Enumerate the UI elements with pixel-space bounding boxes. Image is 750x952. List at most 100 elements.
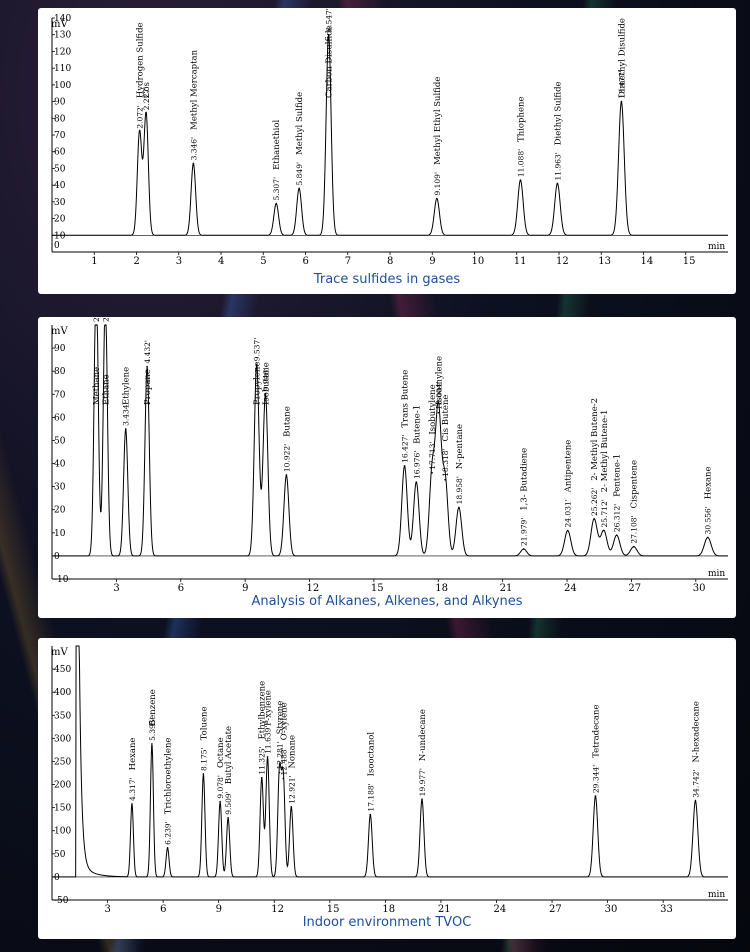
y-tick-label: 100	[54, 81, 71, 91]
x-tick-label: 24	[493, 904, 506, 914]
peak-rt-label: 4.432'	[143, 340, 152, 364]
y-unit-label: mV	[51, 647, 68, 658]
peak-rt-label: 5.307'	[272, 177, 281, 201]
peak-apex	[522, 548, 525, 550]
peak-name-label: Trichloroethylene	[164, 738, 174, 815]
y-tick-label: 60	[54, 148, 66, 158]
x-tick-label: 10	[472, 256, 485, 267]
x-tick-label: 12	[556, 256, 569, 267]
y-tick-label: 350	[54, 711, 71, 721]
y-tick-label: 60	[54, 413, 66, 423]
peak-name-label: Hexane	[704, 466, 714, 499]
x-tick-label: 9	[242, 583, 248, 593]
peak-rt-label: 11.639'	[264, 726, 273, 754]
peak-apex	[593, 518, 595, 520]
peak-apex	[594, 795, 597, 797]
peak-name-label: Ethanethiol	[272, 120, 282, 170]
x-tick-label: 27	[628, 583, 641, 593]
peak-name-label: 2- Methyl Butene-2	[590, 398, 600, 481]
peak-rt-label: 17.188'	[366, 783, 375, 811]
peak-name-label: Isooctanol	[366, 732, 376, 777]
peak-name-label: Tetradecane	[591, 705, 601, 758]
y-tick-label: 100	[54, 827, 71, 837]
peak-name-label: Pentene-1	[613, 454, 623, 497]
peak-rt-label: 9.078'	[216, 775, 225, 799]
peak-name-label: 2- Methyl Butene-1	[600, 410, 610, 493]
peak-rt-label: 2.059'	[92, 317, 101, 322]
peak-rt-label: 5.395'	[148, 717, 157, 741]
peak-name-label: Thiophene	[516, 96, 526, 141]
y-tick-label: -10	[54, 575, 69, 585]
peak-name-label: N-undecane	[418, 709, 428, 761]
peak-name-label: O-xylene	[279, 702, 289, 740]
y-tick-label: 10	[54, 529, 66, 539]
y-tick-label: 300	[54, 734, 71, 744]
peak-apex	[151, 743, 153, 745]
peak-apex	[706, 536, 709, 539]
y-tick-label: 450	[54, 665, 71, 675]
y-tick-label: 200	[54, 781, 71, 791]
y-tick-label: 0	[54, 552, 60, 562]
peak-name-label: Octane	[216, 737, 226, 768]
peak-rt-label: 9.537'	[253, 338, 262, 362]
y-tick-label: 0	[54, 241, 60, 251]
x-tick-label: 3	[176, 256, 182, 267]
peak-apex	[131, 803, 133, 805]
y-tick-label: 110	[54, 64, 71, 74]
y-tick-label: 50	[54, 164, 66, 174]
peak-apex	[620, 100, 623, 103]
peak-name-label: Toluene	[199, 706, 209, 740]
x-tick-label: 24	[564, 583, 577, 593]
peak-apex	[285, 474, 288, 476]
peak-apex	[278, 771, 281, 774]
y-tick-label: 50	[54, 850, 66, 860]
y-tick-label: 30	[54, 483, 66, 493]
y-tick-label: 80	[54, 114, 66, 124]
peak-apex	[437, 411, 440, 414]
peak-apex	[146, 365, 148, 368]
peak-apex	[694, 799, 697, 802]
peak-apex	[615, 534, 618, 536]
peak-apex	[421, 798, 423, 801]
peak-rt-label: 2.227'	[142, 87, 151, 111]
x-tick-label: 13	[598, 256, 611, 267]
y-tick-label: 40	[54, 181, 66, 191]
y-tick-label: 10	[54, 231, 66, 241]
x-tick-label: 30	[605, 904, 618, 914]
peak-apex	[327, 33, 330, 36]
peak-rt-label: 9.109'	[433, 172, 442, 196]
peak-name-label: Butyl Acetate	[224, 726, 234, 784]
peak-apex	[298, 187, 300, 190]
peak-name-label: Propane	[143, 369, 153, 405]
y-tick-label: 400	[54, 688, 71, 698]
chromatogram-tvoc: mV -50 0 50 100 150 200 250 300 350 400 450 3 6 9 12 15 1…	[51, 645, 728, 914]
peak-rt-label: 6.239'	[164, 821, 173, 845]
peak-apex	[556, 182, 559, 185]
peak-name-label: Ethane	[101, 374, 111, 405]
peak-apex	[369, 813, 372, 816]
peak-apex	[260, 776, 263, 779]
chart-panel-hydrocarbons: mV -10 0 10 20 30 40 50 60 70 80 90 3 6 9 12 15 18 21 24 27 3…	[38, 317, 736, 618]
peak-rt-label: 9.509'	[224, 791, 233, 815]
y-tick-label: 150	[54, 804, 71, 814]
peak-apex	[95, 324, 97, 326]
peak-name-label: Cos	[142, 82, 152, 98]
peak-rt-label: 30.556'	[704, 506, 713, 534]
peak-apex	[275, 202, 278, 205]
peak-rt-label: 2.072'	[136, 105, 145, 129]
x-tick-label: 15	[327, 904, 340, 914]
peak-rt-label: 17.713'	[428, 441, 437, 469]
peak-rt-label: 12.488'	[279, 747, 288, 775]
peak-name-label: Isobutylene	[428, 384, 438, 434]
peak-name-label: Methyl Mercaptan	[189, 49, 199, 129]
peak-name-label: Propylene	[253, 362, 263, 405]
peak-rt-label: 27.108'	[630, 515, 639, 543]
x-tick-label: 18	[435, 583, 448, 593]
x-tick-label: 9	[429, 256, 435, 267]
peak-name-label: Butene-1	[412, 405, 422, 444]
x-tick-label: 12	[307, 583, 320, 593]
peak-rt-label: 16.976'	[412, 451, 421, 479]
peak-apex	[124, 428, 127, 430]
peak-apex	[290, 805, 293, 808]
peak-name-label: Ethylbenzene	[258, 681, 268, 740]
